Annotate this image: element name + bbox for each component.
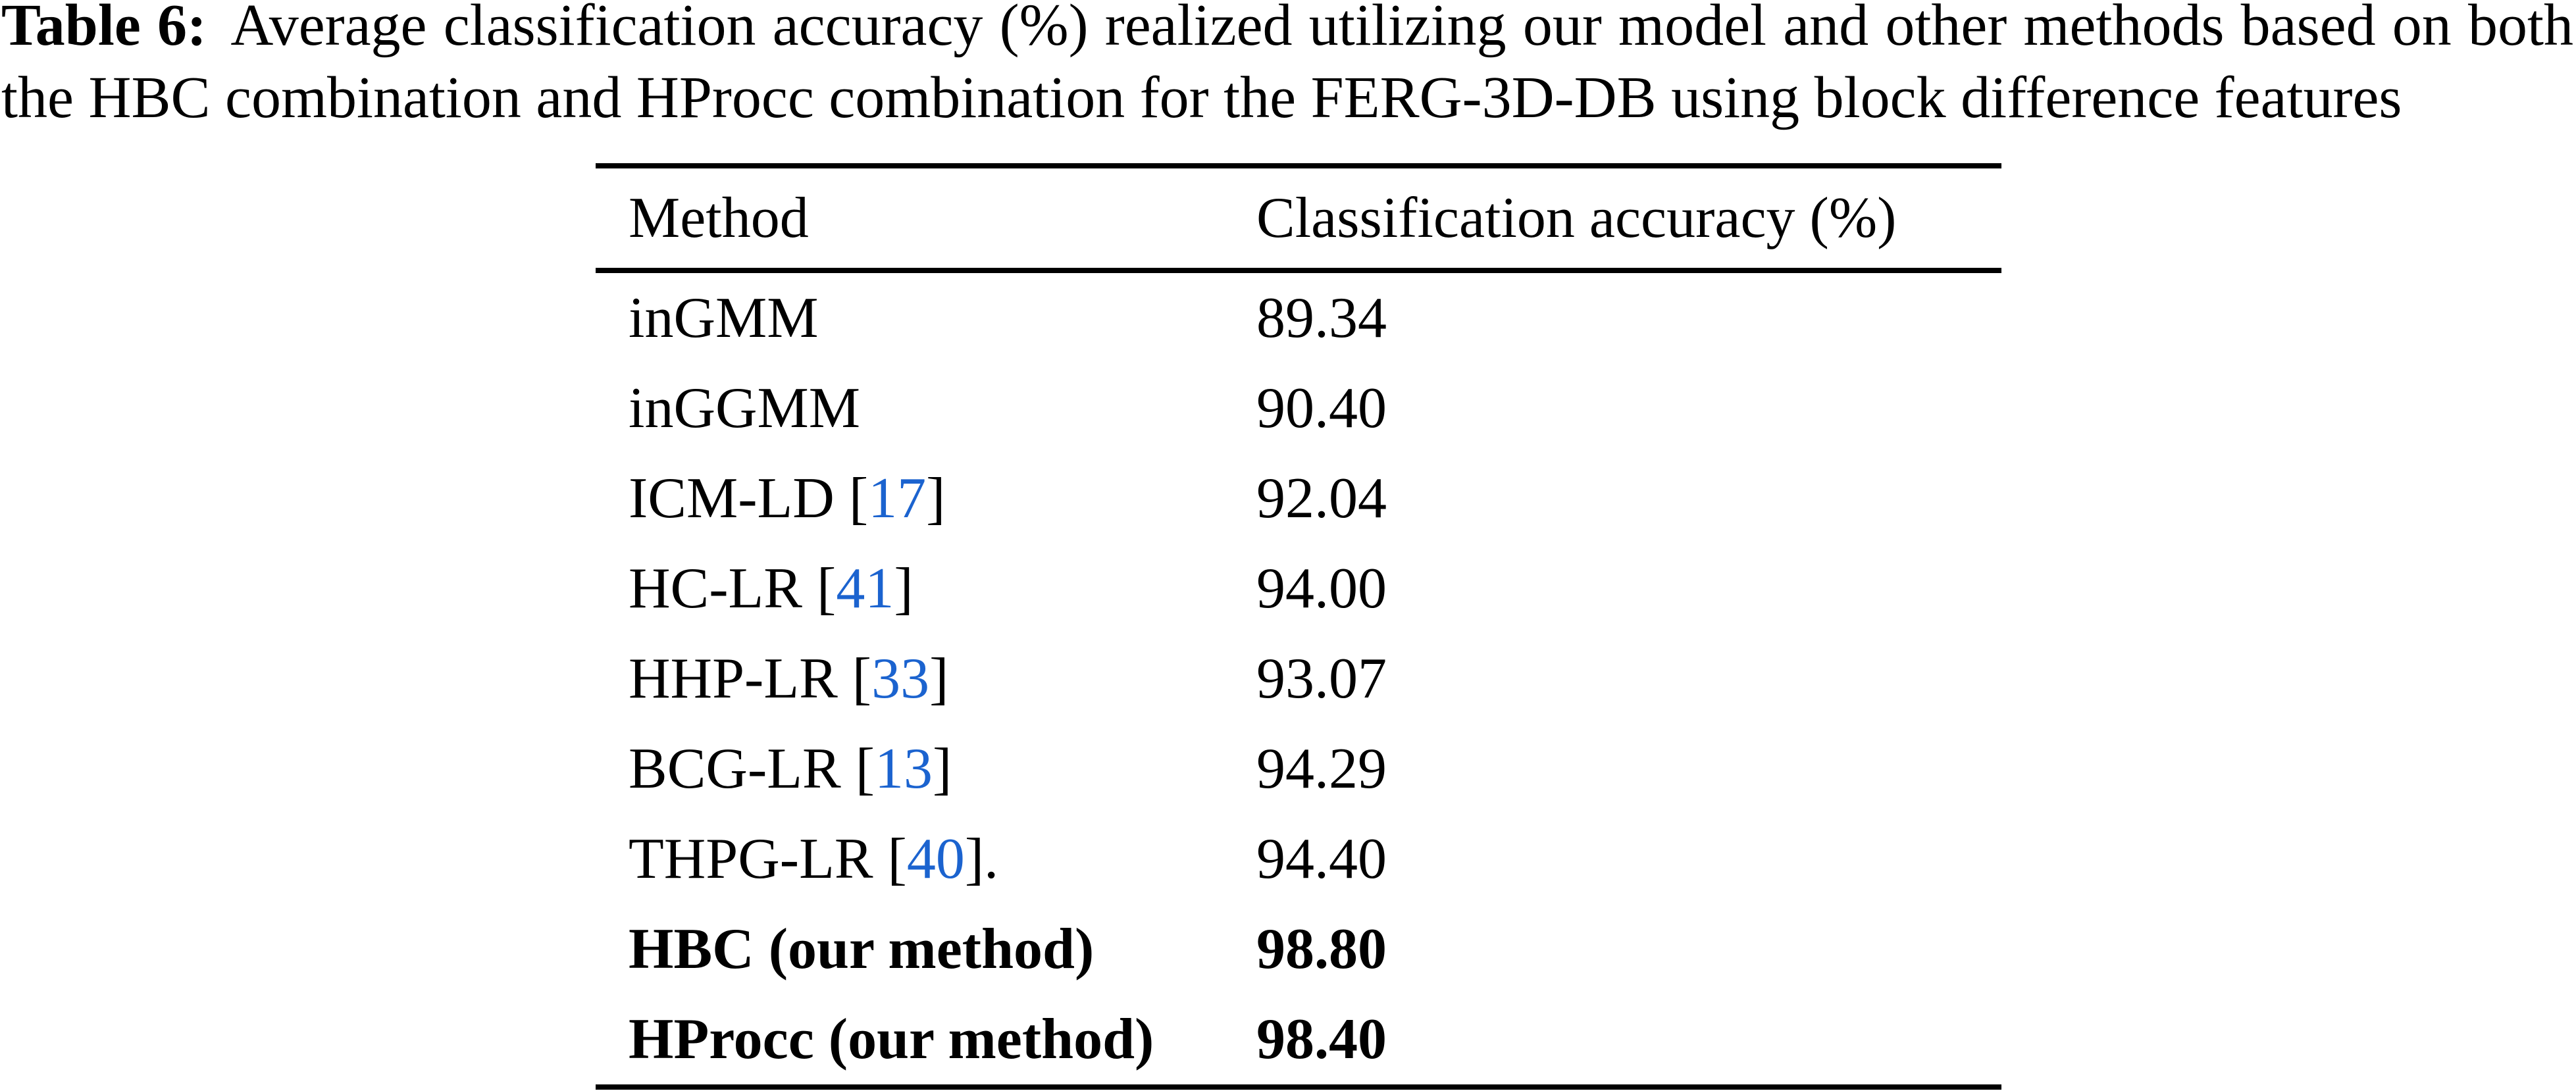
method-cell: inGMM bbox=[596, 289, 1256, 347]
table-row: inGGMM 90.40 bbox=[596, 363, 2001, 453]
method-label: THPG-LR [ bbox=[629, 826, 907, 891]
accuracy-cell: 92.04 bbox=[1256, 466, 1387, 530]
table-bottom-rule bbox=[596, 1084, 2001, 1090]
table-row: BCG-LR [13] 94.29 bbox=[596, 724, 2001, 814]
citation-ref[interactable]: 17 bbox=[868, 466, 927, 530]
method-label: ICM-LD [ bbox=[629, 466, 869, 530]
accuracy-cell: 89.34 bbox=[1256, 286, 1387, 350]
method-cell: ICM-LD [17] bbox=[596, 466, 1256, 530]
caption-text: Average classification accuracy (%) real… bbox=[217, 0, 2573, 58]
caption-label: Table 6: bbox=[1, 0, 207, 58]
method-label-suffix: ] bbox=[926, 466, 946, 530]
table-top-rule bbox=[596, 163, 2001, 168]
method-cell: inGGMM bbox=[596, 379, 1256, 438]
column-header-accuracy: Classification accuracy (%) bbox=[1256, 186, 1897, 250]
accuracy-cell: 90.40 bbox=[1256, 376, 1387, 440]
method-label: HProcc (our method) bbox=[629, 1007, 1154, 1071]
table-row: HC-LR [41] 94.00 bbox=[596, 544, 2001, 634]
table-row: inGMM 89.34 bbox=[596, 273, 2001, 363]
citation-ref[interactable]: 41 bbox=[836, 556, 894, 621]
method-label: HC-LR [ bbox=[629, 556, 837, 621]
table-row: HHP-LR [33] 93.07 bbox=[596, 634, 2001, 724]
method-cell: BCG-LR [13] bbox=[596, 740, 1256, 798]
table-row-our-method: HBC (our method) 98.80 bbox=[596, 904, 2001, 994]
method-label: BCG-LR [ bbox=[629, 736, 875, 801]
method-label-suffix: ]. bbox=[964, 826, 999, 891]
method-label-suffix: ] bbox=[929, 646, 949, 711]
method-label-suffix: ] bbox=[894, 556, 914, 621]
results-table: Method Classification accuracy (%) inGMM… bbox=[596, 163, 2001, 1090]
method-label: HBC (our method) bbox=[629, 917, 1095, 981]
method-cell: THPG-LR [40]. bbox=[596, 830, 1256, 888]
table-mid-rule bbox=[596, 268, 2001, 273]
caption-line-1: Table 6: Average classification accuracy… bbox=[1, 0, 2573, 62]
accuracy-cell: 94.00 bbox=[1256, 556, 1387, 621]
method-label: inGMM bbox=[629, 286, 819, 350]
citation-ref[interactable]: 40 bbox=[906, 826, 965, 891]
accuracy-cell: 98.40 bbox=[1256, 1007, 1387, 1071]
table-row: THPG-LR [40]. 94.40 bbox=[596, 814, 2001, 904]
method-cell: HHP-LR [33] bbox=[596, 646, 1256, 711]
method-cell: HC-LR [41] bbox=[596, 556, 1256, 621]
accuracy-cell: 94.40 bbox=[1256, 826, 1387, 891]
caption-line-2: the HBC combination and HProcc combinati… bbox=[1, 65, 2402, 130]
table-caption: Table 6: Average classification accuracy… bbox=[1, 0, 2573, 134]
accuracy-cell: 98.80 bbox=[1256, 917, 1387, 981]
method-label-suffix: ] bbox=[933, 736, 952, 801]
accuracy-cell: 94.29 bbox=[1256, 736, 1387, 801]
table-row: ICM-LD [17] 92.04 bbox=[596, 453, 2001, 544]
table-row-our-method: HProcc (our method) 98.40 bbox=[596, 994, 2001, 1084]
method-cell: HBC (our method) bbox=[596, 920, 1256, 978]
method-cell: HProcc (our method) bbox=[596, 1010, 1256, 1069]
column-header-method: Method bbox=[629, 186, 809, 250]
table-header-row: Method Classification accuracy (%) bbox=[596, 168, 2001, 268]
citation-ref[interactable]: 13 bbox=[875, 736, 933, 801]
citation-ref[interactable]: 33 bbox=[871, 646, 930, 711]
accuracy-cell: 93.07 bbox=[1256, 646, 1387, 711]
method-label: inGGMM bbox=[629, 376, 861, 440]
method-label: HHP-LR [ bbox=[629, 646, 872, 711]
